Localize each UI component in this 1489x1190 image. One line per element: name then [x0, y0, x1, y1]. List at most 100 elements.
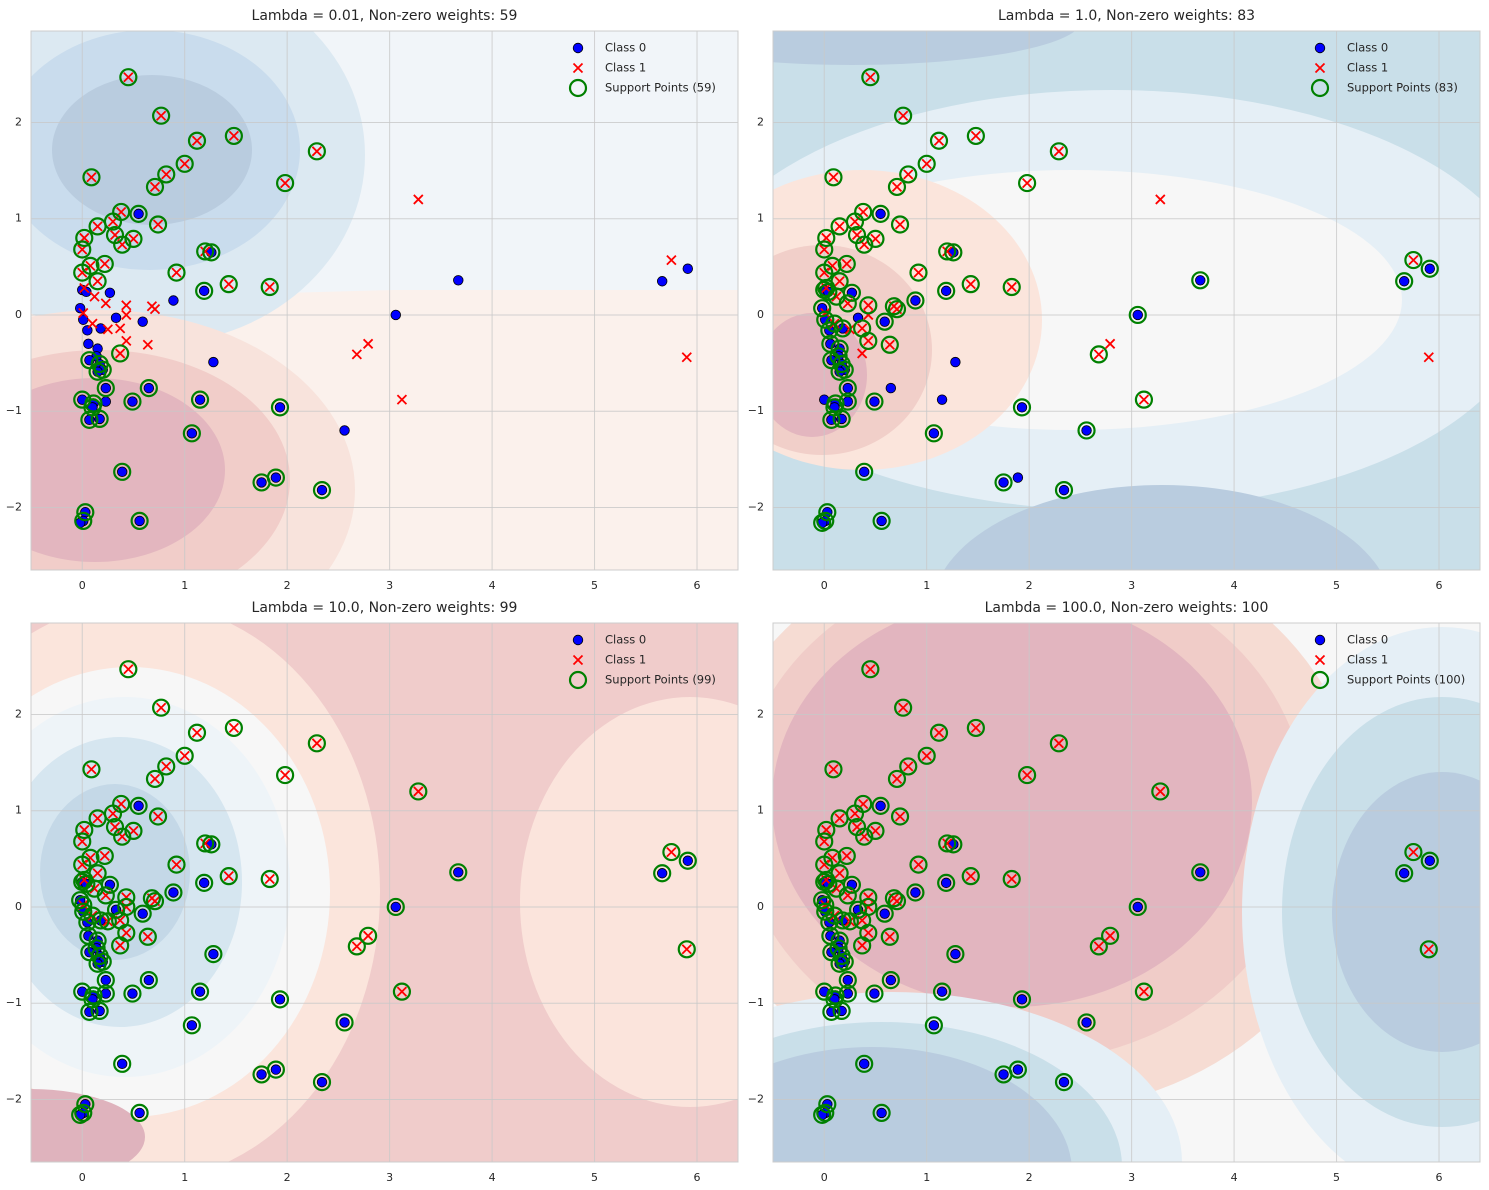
- support-point: [899, 757, 918, 776]
- class-0-point: [858, 1058, 870, 1070]
- class-0-point: [858, 466, 870, 478]
- x-tick-label: 1: [181, 1171, 188, 1184]
- y-tick-label: 2: [15, 707, 22, 720]
- support-point: [202, 243, 221, 262]
- support-point: [167, 263, 186, 282]
- class-1-point: [155, 110, 167, 121]
- class-1-point: [89, 291, 100, 302]
- class-0-point: [339, 425, 350, 436]
- support-point: [859, 331, 878, 351]
- x-tick-label: 5: [591, 1171, 598, 1184]
- class-1-point: [85, 260, 96, 271]
- class-1-point: [149, 773, 161, 785]
- class-1-point: [819, 267, 830, 278]
- class-0-point: [869, 988, 880, 999]
- class-0-point: [83, 338, 94, 350]
- class-0-point: [133, 208, 144, 220]
- support-point: [88, 272, 107, 291]
- class-0-point: [168, 295, 179, 306]
- x-tick-label: 1: [181, 579, 188, 592]
- support-point: [815, 240, 834, 259]
- class-0-point: [940, 285, 952, 297]
- support-point: [899, 165, 918, 184]
- y-tick-label: 0: [15, 308, 22, 321]
- y-tick-label: 2: [15, 115, 22, 128]
- support-point: [82, 168, 101, 187]
- y-tick-label: −1: [6, 404, 22, 417]
- class-0-point: [256, 477, 267, 488]
- support-point: [1404, 250, 1423, 270]
- support-point: [875, 312, 894, 331]
- class-1-point: [92, 813, 103, 824]
- support-point: [76, 1095, 95, 1114]
- support-point: [124, 229, 143, 248]
- support-point: [182, 424, 201, 443]
- class-0-point: [1016, 402, 1028, 413]
- support-point: [1018, 173, 1037, 193]
- support-point: [871, 204, 890, 223]
- support-point: [142, 889, 162, 908]
- x-tick-label: 6: [1436, 579, 1443, 592]
- support-point: [75, 820, 94, 840]
- support-point: [307, 142, 326, 161]
- y-tick-label: −2: [748, 500, 764, 513]
- class-0-point: [950, 948, 961, 960]
- support-point: [1002, 869, 1021, 889]
- support-point: [822, 351, 841, 370]
- support-point: [113, 235, 132, 254]
- class-1-point: [863, 300, 874, 311]
- class-0-point: [127, 396, 138, 407]
- support-point: [113, 1054, 132, 1073]
- support-point: [861, 660, 880, 679]
- support-point: [73, 832, 92, 851]
- support-point: [392, 982, 412, 1001]
- class-1-point: [123, 664, 134, 675]
- support-point: [139, 378, 158, 398]
- class-0-point: [274, 402, 286, 413]
- class-1-point: [121, 300, 132, 311]
- support-point: [157, 757, 176, 776]
- y-tick-label: 2: [757, 707, 764, 720]
- x-tick-label: 6: [694, 579, 701, 592]
- support-point: [906, 883, 925, 902]
- class-1-point: [152, 219, 164, 230]
- class-0-point: [198, 877, 210, 889]
- support-point: [816, 310, 835, 329]
- chart-title: Lambda = 1.0, Non-zero weights: 83: [998, 8, 1255, 24]
- x-tick-label: 4: [1231, 1171, 1238, 1184]
- class-1-point: [965, 871, 976, 882]
- support-point: [119, 660, 138, 679]
- support-point: [909, 855, 928, 874]
- support-point: [73, 240, 92, 259]
- support-point: [1420, 851, 1439, 870]
- class-1-point: [362, 930, 374, 941]
- class-1-point: [86, 764, 97, 775]
- support-point: [195, 873, 214, 892]
- support-point: [164, 883, 183, 902]
- support-point: [88, 809, 107, 828]
- class-1-point: [933, 727, 945, 738]
- support-point: [880, 927, 899, 946]
- support-point: [832, 1001, 851, 1020]
- y-tick-label: −1: [6, 996, 22, 1009]
- support-point: [853, 936, 872, 955]
- class-1-point: [121, 927, 132, 939]
- x-tick-label: 5: [1333, 579, 1340, 592]
- legend-label: Support Points (99): [605, 673, 716, 687]
- class-1-point: [834, 868, 845, 879]
- class-1-point: [99, 258, 110, 270]
- support-point: [1012, 398, 1032, 417]
- support-point: [123, 984, 142, 1003]
- class-0-point: [1424, 263, 1435, 274]
- support-point: [73, 263, 92, 282]
- support-point: [837, 254, 856, 274]
- support-point: [157, 165, 176, 184]
- support-point: [1420, 259, 1439, 278]
- class-1-point: [123, 72, 134, 83]
- support-point: [129, 796, 148, 815]
- class-0-point: [194, 986, 206, 997]
- class-0-point: [910, 295, 921, 306]
- support-point: [175, 746, 194, 765]
- support-point: [75, 228, 94, 248]
- support-point: [817, 820, 836, 840]
